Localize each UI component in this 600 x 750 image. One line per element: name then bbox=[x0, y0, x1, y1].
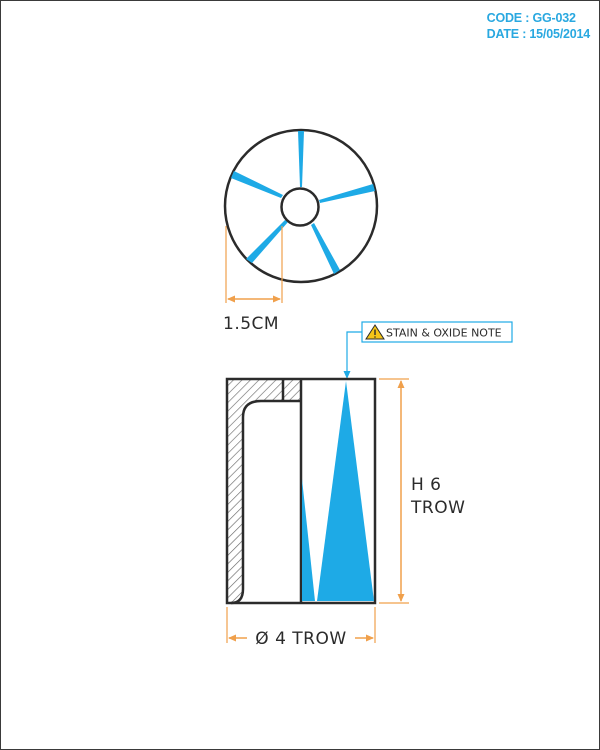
stripe-top bbox=[298, 131, 304, 187]
height-dimension bbox=[379, 378, 409, 604]
height-label-line1: H 6 bbox=[411, 475, 442, 495]
height-label-line2: TROW bbox=[410, 498, 465, 518]
top-view: 1.5CM bbox=[223, 128, 379, 334]
front-view bbox=[225, 377, 377, 605]
note-callout: STAIN & OXIDE NOTE bbox=[343, 321, 513, 379]
stripe-bottom-left bbox=[246, 220, 288, 263]
inner-cavity bbox=[230, 399, 301, 605]
stripe-right bbox=[319, 184, 375, 203]
cup-outline bbox=[225, 377, 377, 605]
warning-triangle-icon bbox=[365, 324, 385, 340]
hole-width-label: 1.5CM bbox=[223, 314, 279, 334]
note-label: STAIN & OXIDE NOTE bbox=[386, 327, 502, 340]
diameter-dimension bbox=[226, 607, 376, 643]
center-hole bbox=[280, 187, 320, 227]
hatched-wall bbox=[227, 379, 301, 603]
diameter-label: Ø 4 TROW bbox=[255, 629, 346, 649]
title-block: CODE : GG-032 DATE : 15/05/2014 bbox=[486, 10, 591, 42]
date-label: DATE : 15/05/2014 bbox=[486, 27, 591, 41]
blue-streak-main bbox=[317, 381, 374, 601]
blue-streak-left bbox=[302, 479, 315, 601]
stripe-left bbox=[231, 171, 283, 198]
stripe-bottom-right bbox=[311, 223, 340, 274]
code-label: CODE : GG-032 bbox=[486, 11, 576, 25]
hole-width-dimension bbox=[225, 226, 283, 303]
